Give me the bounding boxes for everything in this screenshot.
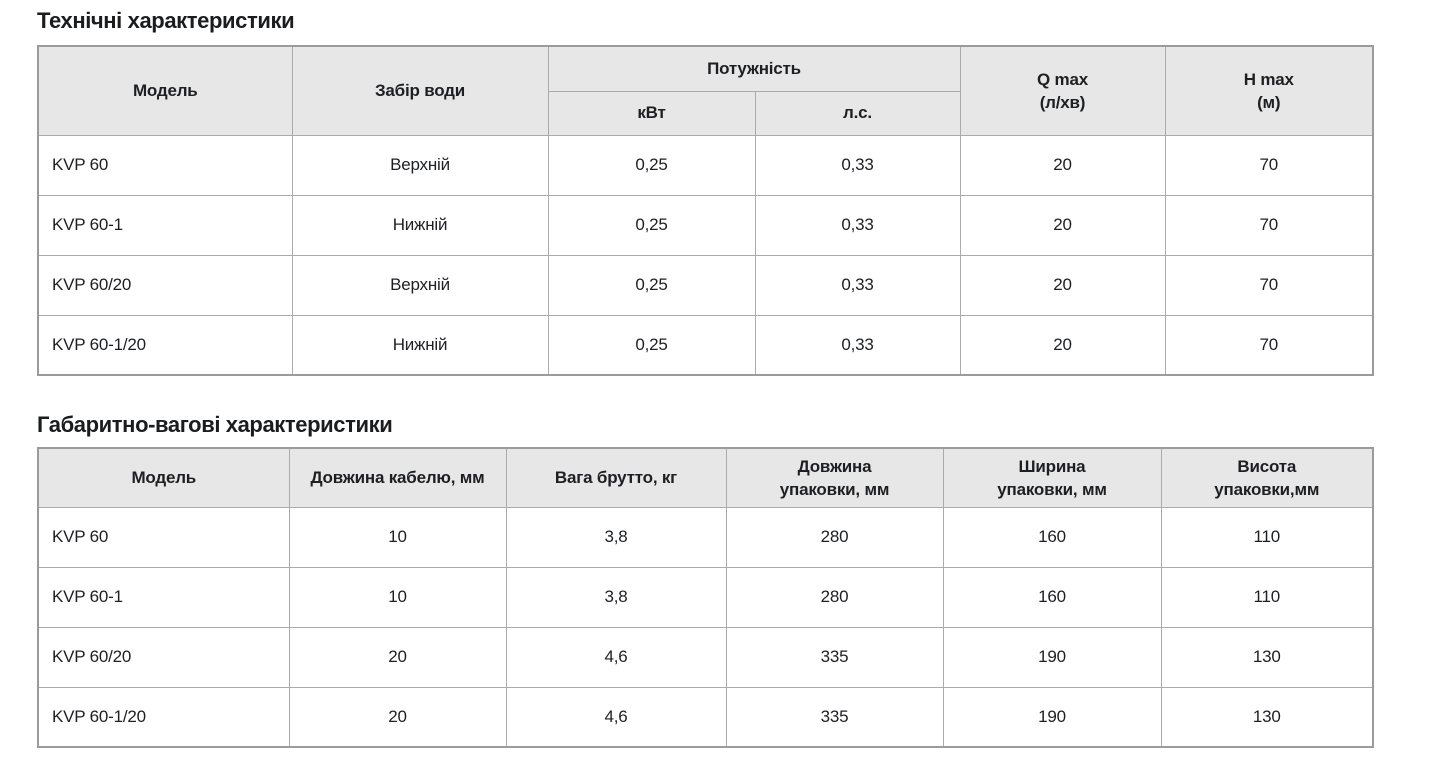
cell-pack-height: 130 [1160,686,1374,748]
column-header-gross-weight: Вага брутто, кг [505,447,727,508]
table-row: KVP 60 Верхній 0,25 0,33 20 70 [37,134,1374,196]
column-header-power-hp: л.с. [754,90,961,136]
dimensions-table-header: Модель Довжина кабелю, мм Вага брутто, к… [37,447,1374,508]
cell-power-hp: 0,33 [754,314,961,376]
cell-cable-length: 10 [288,566,507,628]
cell-hmax: 70 [1164,314,1374,376]
cell-gross-weight: 4,6 [505,686,727,748]
column-header-qmax: Q max (л/хв) [959,45,1166,136]
column-header-qmax-line1: Q max [1037,69,1088,89]
cell-model: KVP 60 [37,506,290,568]
cell-hmax: 70 [1164,254,1374,316]
cell-cable-length: 20 [288,626,507,688]
cell-pack-length: 280 [725,506,944,568]
dimensions-section-title: Габаритно-вагові характеристики [37,412,393,437]
cell-pack-height: 110 [1160,506,1374,568]
cell-pack-width: 190 [942,686,1162,748]
table-row: KVP 60/20 Верхній 0,25 0,33 20 70 [37,254,1374,316]
cell-power-kw: 0,25 [547,134,756,196]
column-header-qmax-line2: (л/хв) [1039,92,1086,112]
cell-pack-height: 130 [1160,626,1374,688]
cell-cable-length: 20 [288,686,507,748]
cell-model: KVP 60-1/20 [37,686,290,748]
cell-pack-height: 110 [1160,566,1374,628]
cell-power-hp: 0,33 [754,194,961,256]
cell-pack-length: 280 [725,566,944,628]
column-header-hmax-line2: (м) [1257,92,1281,112]
column-header-pack-length-line2: упаковки, мм [779,479,890,499]
column-header-hmax-line1: H max [1243,69,1294,89]
cell-gross-weight: 3,8 [505,506,727,568]
cell-pack-width: 190 [942,626,1162,688]
column-header-pack-height-line1: Висота [1237,456,1297,476]
column-header-model: Модель [37,45,293,136]
table-row: KVP 60-1/20 Нижній 0,25 0,33 20 70 [37,314,1374,376]
cell-power-hp: 0,33 [754,254,961,316]
table-row: KVP 60-1 Нижній 0,25 0,33 20 70 [37,194,1374,256]
cell-qmax: 20 [959,134,1166,196]
cell-hmax: 70 [1164,194,1374,256]
cell-water-intake: Нижній [291,314,549,376]
cell-power-hp: 0,33 [754,134,961,196]
technical-table-header: Модель Забір води Потужність Q max (л/хв… [37,45,1374,136]
table-row: KVP 60 10 3,8 280 160 110 [37,506,1374,568]
cell-qmax: 20 [959,194,1166,256]
cell-pack-width: 160 [942,566,1162,628]
cell-qmax: 20 [959,314,1166,376]
column-header-cable-length: Довжина кабелю, мм [288,447,507,508]
column-header-pack-height-line2: упаковки,мм [1214,479,1320,499]
column-header-pack-length: Довжина упаковки, мм [725,447,944,508]
table-row: KVP 60/20 20 4,6 335 190 130 [37,626,1374,688]
cell-model: KVP 60 [37,134,293,196]
cell-water-intake: Верхній [291,134,549,196]
cell-power-kw: 0,25 [547,194,756,256]
cell-model: KVP 60/20 [37,254,293,316]
cell-power-kw: 0,25 [547,254,756,316]
cell-water-intake: Нижній [291,194,549,256]
technical-section-title: Технічні характеристики [37,8,295,33]
table-row: KVP 60-1 10 3,8 280 160 110 [37,566,1374,628]
column-header-pack-width-line1: Ширина [1018,456,1086,476]
column-header-pack-width: Ширина упаковки, мм [942,447,1162,508]
column-header-model: Модель [37,447,290,508]
cell-model: KVP 60-1 [37,194,293,256]
cell-cable-length: 10 [288,506,507,568]
technical-specs-table: Модель Забір води Потужність Q max (л/хв… [37,45,1374,376]
cell-pack-width: 160 [942,506,1162,568]
cell-model: KVP 60-1/20 [37,314,293,376]
cell-pack-length: 335 [725,686,944,748]
column-header-power-group: Потужність [547,45,961,92]
cell-gross-weight: 4,6 [505,626,727,688]
column-header-hmax: H max (м) [1164,45,1374,136]
column-header-power-kw: кВт [547,90,756,136]
dimensions-weight-table: Модель Довжина кабелю, мм Вага брутто, к… [37,447,1374,748]
cell-model: KVP 60/20 [37,626,290,688]
table-row: KVP 60-1/20 20 4,6 335 190 130 [37,686,1374,748]
cell-hmax: 70 [1164,134,1374,196]
column-header-pack-length-line1: Довжина [797,456,872,476]
column-header-pack-width-line2: упаковки, мм [997,479,1107,499]
cell-power-kw: 0,25 [547,314,756,376]
cell-pack-length: 335 [725,626,944,688]
cell-qmax: 20 [959,254,1166,316]
cell-gross-weight: 3,8 [505,566,727,628]
cell-water-intake: Верхній [291,254,549,316]
column-header-water-intake: Забір води [291,45,549,136]
cell-model: KVP 60-1 [37,566,290,628]
column-header-pack-height: Висота упаковки,мм [1160,447,1374,508]
